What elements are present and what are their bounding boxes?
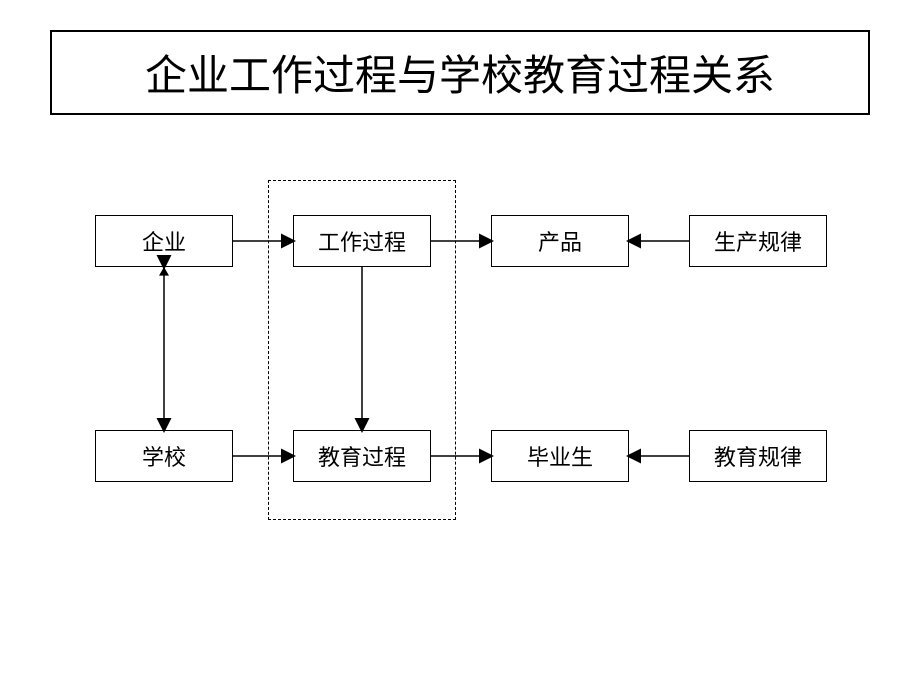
node-enterprise: 企业 [95, 215, 233, 267]
slide-page: 企业工作过程与学校教育过程关系 企业 工作过程 产品 生产规律学校 教育过程 毕业生 教育规… [0, 0, 920, 690]
node-workproc: 工作过程 [293, 215, 431, 267]
node-prodlaw: 生产规律 [689, 215, 827, 267]
node-product: 产品 [491, 215, 629, 267]
node-label: 产品 [538, 225, 582, 257]
slide-title-text: 企业工作过程与学校教育过程关系 [145, 42, 775, 103]
node-eduproc: 教育过程 [293, 430, 431, 482]
node-edulaw: 教育规律 [689, 430, 827, 482]
slide-title-box: 企业工作过程与学校教育过程关系 [50, 30, 870, 115]
node-label: 企业 [142, 225, 186, 257]
node-label: 教育过程 [318, 440, 406, 472]
node-label: 生产规律 [714, 225, 802, 257]
node-graduate: 毕业生 [491, 430, 629, 482]
node-label: 毕业生 [527, 440, 593, 472]
node-label: 教育规律 [714, 440, 802, 472]
node-label: 学校 [142, 440, 186, 472]
node-school: 学校 [95, 430, 233, 482]
node-label: 工作过程 [318, 225, 406, 257]
